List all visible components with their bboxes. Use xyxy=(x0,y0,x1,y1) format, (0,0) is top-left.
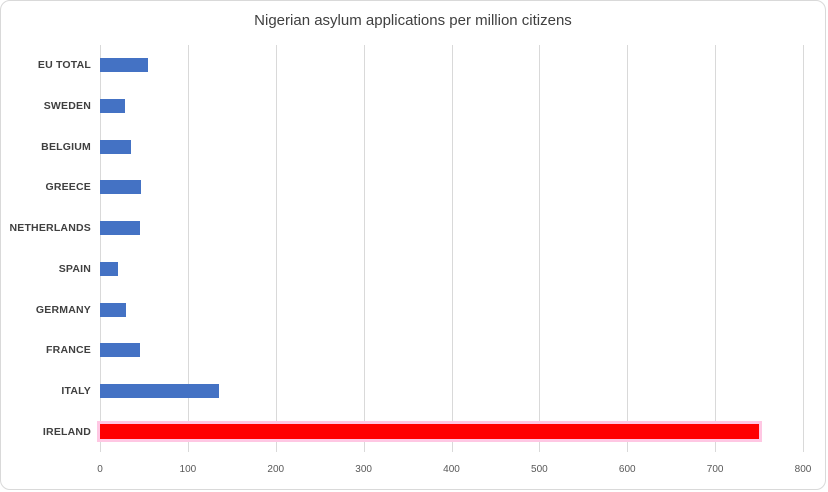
bar-row xyxy=(100,208,803,249)
gridline xyxy=(803,45,804,452)
bar-ireland xyxy=(100,424,760,440)
category-label: SWEDEN xyxy=(43,100,91,113)
x-tick-label: 500 xyxy=(531,464,548,475)
plot-area xyxy=(100,45,804,452)
category-label: EU TOTAL xyxy=(37,59,91,72)
bar-germany xyxy=(100,302,127,317)
x-tick-label: 300 xyxy=(355,464,372,475)
category-labels: EU TOTAL SWEDEN BELGIUM GREECE NETHERLANDS SP… xyxy=(1,45,91,452)
bar-france xyxy=(100,343,140,358)
gridline xyxy=(275,45,277,452)
x-tick-label: 100 xyxy=(179,464,197,475)
x-tick-label: 400 xyxy=(443,464,460,475)
bar-greece xyxy=(100,180,142,195)
x-tick-label: 700 xyxy=(706,464,724,475)
category-label: BELGIUM xyxy=(41,140,91,153)
gridline xyxy=(363,45,365,452)
bar-netherlands xyxy=(100,221,140,236)
category-label: SPAIN xyxy=(58,262,91,275)
gridline xyxy=(539,45,541,452)
category-label: FRANCE xyxy=(46,344,91,357)
gridline xyxy=(100,45,101,452)
bar-row xyxy=(100,371,803,412)
bar-row xyxy=(100,86,803,127)
bar-italy xyxy=(100,383,219,398)
gridlines xyxy=(100,45,804,452)
x-tick-label: 0 xyxy=(97,464,103,475)
bar-row xyxy=(100,249,803,290)
bar-eu-total xyxy=(100,58,149,73)
category-label: NETHERLANDS xyxy=(9,222,91,235)
x-axis: 0 100 200 300 400 500 600 700 800 xyxy=(97,464,811,478)
x-tick-label: 600 xyxy=(618,464,636,475)
bar-belgium xyxy=(100,139,131,154)
bar-sweden xyxy=(100,99,126,114)
category-label: GREECE xyxy=(45,181,91,194)
bars-layer xyxy=(100,45,803,452)
bar-spain xyxy=(100,261,119,276)
bar-row xyxy=(100,289,803,330)
category-label: IRELAND xyxy=(42,425,91,438)
bar-row xyxy=(100,45,803,86)
bar-row xyxy=(100,126,803,167)
category-label: GERMANY xyxy=(35,303,91,316)
gridline xyxy=(627,45,629,452)
x-tick-label: 200 xyxy=(267,464,285,475)
gridline xyxy=(187,45,189,452)
bar-row xyxy=(100,411,803,452)
gridline xyxy=(715,45,717,452)
category-label: ITALY xyxy=(61,384,91,397)
gridline xyxy=(451,45,453,452)
bar-row xyxy=(100,167,803,208)
chart-title: Nigerian asylum applications per million… xyxy=(254,12,572,29)
bar-row xyxy=(100,330,803,371)
x-tick-label: 800 xyxy=(794,464,812,475)
